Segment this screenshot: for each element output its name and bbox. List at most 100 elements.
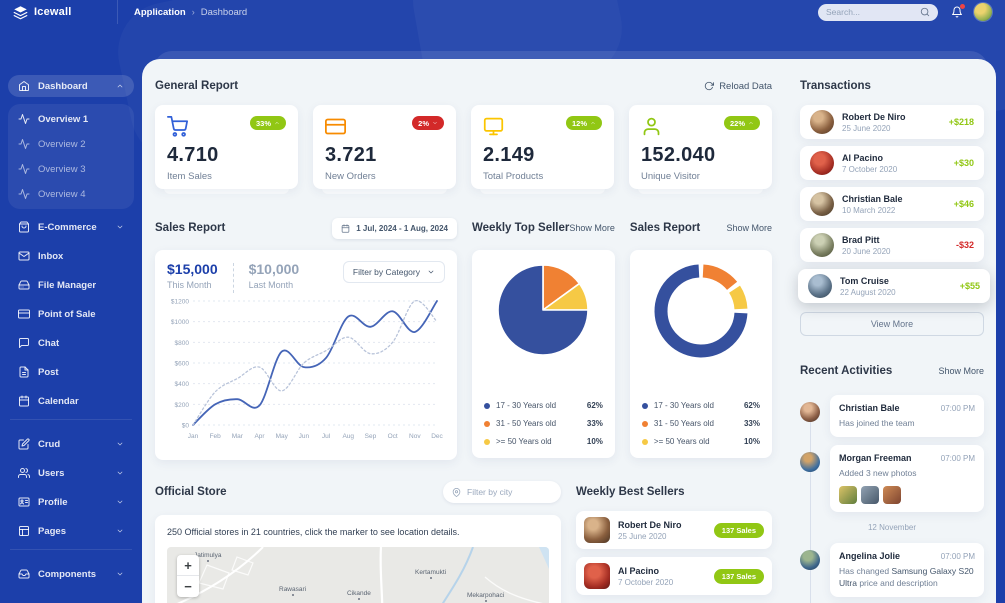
avatar: [810, 192, 834, 216]
notifications-button[interactable]: [951, 4, 965, 18]
sidebar-item-point-of-sale[interactable]: Point of Sale: [8, 303, 134, 325]
svg-text:Mar: Mar: [232, 433, 244, 440]
sidebar-item-pages[interactable]: Pages: [8, 520, 134, 542]
sidebar-item-post[interactable]: Post: [8, 361, 134, 383]
monitor-icon: [483, 116, 504, 137]
sidebar-item-crud[interactable]: Crud: [8, 433, 134, 455]
brand-logo[interactable]: Icewall: [13, 5, 95, 20]
filter-by-category-select[interactable]: Filter by Category: [342, 261, 445, 283]
credit-card-icon: [18, 308, 30, 320]
stat-value: 2.149: [483, 144, 535, 166]
trend-badge[interactable]: 2%: [412, 116, 444, 130]
activity-item[interactable]: Christian Bale 07:00 PM Has joined the t…: [800, 395, 984, 438]
stat-card-item-sales[interactable]: 33% 4.710 Item Sales: [155, 105, 298, 194]
best-seller-row[interactable]: Robert De Niro 25 June 2020 137 Sales: [576, 511, 772, 549]
sales-report-section: Sales Report 1 Jul, 2024 - 1 Aug, 2024 $…: [155, 217, 457, 460]
notification-dot: [960, 4, 965, 9]
store-description: 250 Official stores in 21 countries, cli…: [167, 527, 460, 537]
sidebar-item-ecommerce[interactable]: E-Commerce: [8, 216, 134, 238]
transaction-row[interactable]: Christian Bale 10 March 2022 +$46: [800, 187, 984, 221]
chevron-down-icon: [116, 570, 124, 578]
reload-data-button[interactable]: Reload Data: [704, 81, 772, 92]
seller-photo: [584, 517, 610, 543]
view-more-button[interactable]: View More: [800, 312, 984, 336]
reload-data-label: Reload Data: [719, 80, 772, 92]
sidebar-submenu-dashboard: Overview 1 Overview 2 Overview 3 Overvie…: [8, 104, 134, 209]
transaction-amount: +$218: [948, 117, 974, 127]
search-box[interactable]: [818, 3, 938, 21]
transaction-date: 25 June 2020: [842, 123, 891, 133]
trend-badge[interactable]: 33%: [249, 116, 286, 130]
chevron-down-icon: [432, 120, 438, 126]
sidebar-item-overview-1[interactable]: Overview 1: [8, 108, 134, 130]
trend-badge[interactable]: 22%: [723, 116, 760, 130]
stat-card-new-orders[interactable]: 2% 3.721 New Orders: [313, 105, 456, 194]
filter-by-city-input[interactable]: [467, 487, 552, 497]
svg-text:$1000: $1000: [171, 319, 189, 326]
brand-name: Icewall: [34, 6, 72, 18]
zoom-out-button[interactable]: −: [184, 579, 192, 594]
svg-text:Apr: Apr: [254, 433, 265, 440]
trend-badge[interactable]: 12%: [565, 116, 602, 130]
stat-label: Total Products: [483, 171, 544, 182]
store-map[interactable]: Jatimulya Rawasari Cikande Kertamukti Me…: [167, 547, 549, 603]
legend-item: 17 - 30 Years old 62%: [641, 401, 760, 410]
sales-report-card: $15,000 This Month $10,000 Last Month Fi…: [155, 250, 457, 460]
breadcrumb-application[interactable]: Application: [134, 6, 186, 18]
photo-thumbnail[interactable]: [839, 485, 857, 504]
map-label: Kertamukti: [415, 569, 446, 579]
sidebar-item-chat[interactable]: Chat: [8, 332, 134, 354]
stat-card-total-products[interactable]: 12% 2.149 Total Products: [471, 105, 614, 194]
transaction-row[interactable]: Brad Pitt 20 June 2020 -$32: [800, 228, 984, 262]
sidebar-item-inbox[interactable]: Inbox: [8, 245, 134, 267]
section-title: Weekly Top Seller: [472, 222, 570, 234]
sidebar-item-label: Dashboard: [38, 80, 88, 92]
breadcrumb-separator-icon: ›: [191, 7, 195, 17]
sidebar-item-overview-2[interactable]: Overview 2: [8, 133, 134, 155]
transaction-row[interactable]: Robert De Niro 25 June 2020 +$218: [800, 105, 984, 139]
breadcrumb-dashboard[interactable]: Dashboard: [200, 6, 248, 18]
last-month-block: $10,000 Last Month: [249, 261, 300, 290]
activity-icon: [18, 188, 30, 200]
svg-text:Oct: Oct: [388, 433, 398, 440]
sidebar-item-overview-3[interactable]: Overview 3: [8, 158, 134, 180]
legend-item: 31 - 50 Years old 33%: [484, 419, 603, 428]
transaction-name: Robert De Niro: [842, 111, 906, 122]
transaction-date: 22 August 2020: [840, 287, 896, 297]
show-more-link[interactable]: Show More: [726, 223, 772, 233]
mail-icon: [18, 250, 30, 262]
photo-thumbnail[interactable]: [861, 485, 879, 504]
date-range-picker[interactable]: 1 Jul, 2024 - 1 Aug, 2024: [332, 217, 457, 239]
photo-thumbnail[interactable]: [883, 485, 901, 504]
this-month-block: $15,000 This Month: [167, 261, 218, 290]
sidebar-item-components[interactable]: Components: [8, 563, 134, 585]
stat-card-unique-visitor[interactable]: 22% 152.040 Unique Visitor: [629, 105, 772, 194]
transaction-row[interactable]: Al Pacino 7 October 2020 +$30: [800, 146, 984, 180]
activity-item[interactable]: Morgan Freeman 07:00 PM Added 3 new phot…: [800, 445, 984, 512]
this-month-value: $15,000: [167, 261, 218, 277]
filter-by-city-box[interactable]: [443, 481, 561, 503]
activity-item[interactable]: Angelina Jolie 07:00 PM Has changed Sams…: [800, 542, 984, 598]
svg-text:May: May: [276, 433, 289, 440]
sidebar-item-overview-4[interactable]: Overview 4: [8, 183, 134, 205]
sidebar-item-label: File Manager: [38, 279, 97, 291]
zoom-in-button[interactable]: +: [177, 555, 199, 576]
avatar: [810, 233, 834, 257]
best-seller-row[interactable]: Al Pacino 7 October 2020 137 Sales: [576, 557, 772, 595]
legend-dot: [641, 438, 648, 445]
transaction-row-highlighted[interactable]: Tom Cruise 22 August 2020 +$55: [798, 269, 990, 303]
chevron-down-icon: [116, 223, 124, 231]
activity-name: Christian Bale: [839, 403, 900, 413]
search-input[interactable]: [826, 7, 914, 17]
sidebar-item-calendar[interactable]: Calendar: [8, 390, 134, 412]
user-avatar[interactable]: [974, 3, 992, 21]
sidebar-item-dashboard[interactable]: Dashboard: [8, 75, 134, 97]
sidebar-item-file-manager[interactable]: File Manager: [8, 274, 134, 296]
chevron-down-icon: [116, 498, 124, 506]
seller-photo: [584, 563, 610, 589]
show-more-link[interactable]: Show More: [569, 223, 615, 233]
show-more-link[interactable]: Show More: [938, 366, 984, 376]
sidebar-item-profile[interactable]: Profile: [8, 491, 134, 513]
activity-time: 07:00 PM: [940, 551, 975, 561]
sidebar-item-users[interactable]: Users: [8, 462, 134, 484]
